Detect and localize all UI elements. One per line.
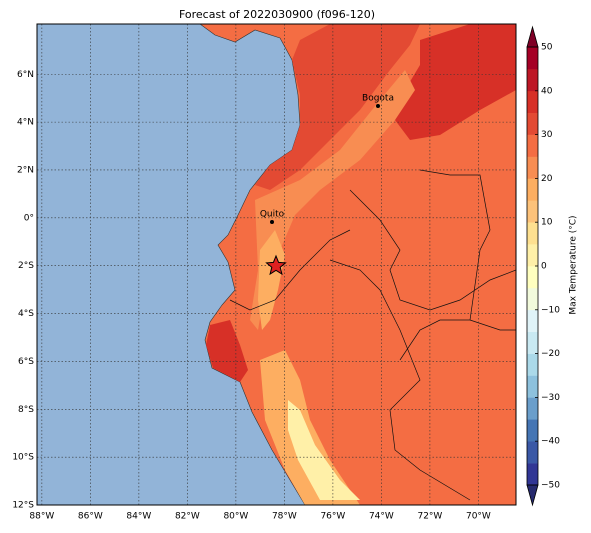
- y-tick-label: 4°N: [17, 118, 34, 128]
- x-tick-label: 70°W: [466, 512, 491, 522]
- city-label: Quito: [260, 210, 285, 220]
- x-tick-label: 88°W: [29, 512, 54, 522]
- colorbar-tick-label: 20: [541, 174, 553, 184]
- map-title: Forecast of 2022030900 (f096-120): [179, 8, 375, 21]
- map-area: Bogota Quito: [37, 24, 516, 505]
- colorbar-segment: [527, 331, 538, 354]
- colorbar-tick-label: −10: [541, 305, 560, 315]
- hot-zone: [206, 320, 248, 382]
- colorbar-segment: [527, 441, 538, 464]
- colorbar-segment: [527, 266, 538, 289]
- colorbar-segment: [527, 222, 538, 245]
- colorbar-segment: [527, 419, 538, 442]
- colorbar-tick-label: −40: [541, 437, 560, 447]
- mild-zone: [258, 230, 285, 330]
- x-tick-label: 86°W: [78, 512, 103, 522]
- colorbar-segment: [527, 134, 538, 157]
- colorbar-segment: [527, 375, 538, 398]
- colorbar-segment: [527, 112, 538, 135]
- colorbar-segment: [527, 397, 538, 420]
- y-tick-label: 2°S: [18, 261, 34, 271]
- colorbar-segment: [527, 287, 538, 311]
- colorbar-segment: [527, 156, 538, 179]
- y-tick-label: 2°N: [17, 165, 34, 175]
- location-star: [265, 254, 287, 276]
- colorbar-extend: [526, 484, 539, 507]
- x-tick-label: 76°W: [320, 512, 345, 522]
- colorbar-tick-label: −30: [541, 393, 560, 403]
- cool-zone: [288, 400, 360, 500]
- map-frame: [36, 23, 517, 506]
- y-tick-label: 10°S: [12, 453, 34, 463]
- city-marker: [376, 104, 380, 108]
- colorbar-segment: [527, 353, 538, 376]
- hot-zone: [395, 24, 516, 140]
- colorbar-tick-label: 50: [541, 43, 553, 53]
- colorbar-tick-label: 40: [541, 86, 553, 96]
- y-tick-label: 12°S: [12, 501, 34, 511]
- colorbar-tick-label: 30: [541, 130, 553, 140]
- colorbar-segment: [527, 200, 538, 223]
- x-tick-label: 74°W: [369, 512, 394, 522]
- x-tick-label: 72°W: [417, 512, 442, 522]
- colorbar-segment: [527, 463, 538, 486]
- colorbar-segment: [527, 47, 538, 70]
- colorbar-segment: [527, 178, 538, 201]
- y-tick-label: 0°: [24, 213, 34, 223]
- city-marker: [270, 220, 274, 224]
- y-tick-label: 8°S: [18, 405, 34, 415]
- hot-zone: [255, 24, 420, 190]
- colorbar-segment: [527, 90, 538, 113]
- colorbar-segment: [527, 68, 538, 92]
- city-label: Bogota: [362, 94, 394, 104]
- colorbar-tick-label: −20: [541, 349, 560, 359]
- mild-zone: [260, 350, 360, 505]
- x-tick-label: 80°W: [223, 512, 248, 522]
- colorbar-tick-label: −50: [541, 481, 560, 491]
- colorbar-extend: [526, 25, 539, 48]
- y-tick-label: 6°S: [18, 357, 34, 367]
- country-border: [229, 169, 516, 501]
- y-tick-label: 6°N: [17, 70, 34, 80]
- colorbar-segment: [527, 244, 538, 267]
- colorbar-label: Max Temperature (°C): [569, 215, 579, 314]
- x-tick-label: 82°W: [175, 512, 200, 522]
- colorbar-segment: [527, 309, 538, 332]
- y-tick-label: 4°S: [18, 309, 34, 319]
- warm-zone: [250, 70, 415, 330]
- colorbar-tick-label: 10: [541, 218, 553, 228]
- colorbar-tick-label: 0: [541, 262, 547, 272]
- x-tick-label: 84°W: [126, 512, 151, 522]
- x-tick-label: 78°W: [272, 512, 297, 522]
